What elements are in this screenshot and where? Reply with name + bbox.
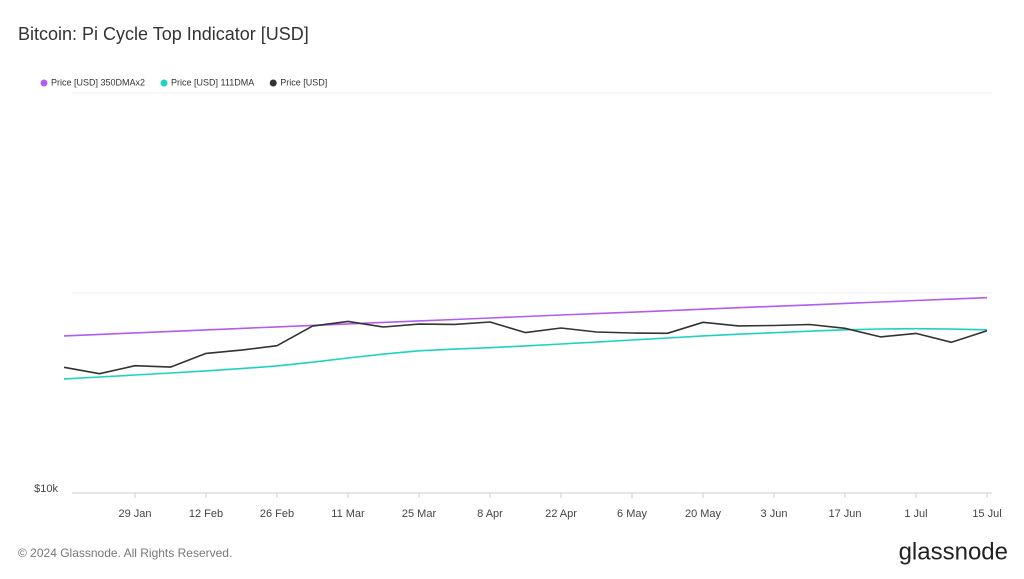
legend-label: Price [USD] 111DMA <box>171 77 254 87</box>
x-tick-label: 17 Jun <box>828 508 861 520</box>
x-tick-label: 11 Mar <box>331 508 365 520</box>
x-tick-label: 20 May <box>685 508 722 520</box>
x-tick-label: 6 May <box>617 508 647 520</box>
chart-title: Bitcoin: Pi Cycle Top Indicator [USD] <box>18 24 309 44</box>
line-series <box>63 327 988 380</box>
legend-marker <box>160 79 168 87</box>
y-tick-label: $10k <box>34 483 58 495</box>
x-tick-label: 15 Jul <box>972 508 1001 520</box>
copyright: © 2024 Glassnode. All Rights Reserved. <box>18 546 232 560</box>
x-tick-label: 26 Feb <box>260 508 294 520</box>
x-tick-label: 1 Jul <box>904 508 927 520</box>
x-tick-label: 25 Mar <box>402 508 437 520</box>
legend-label: Price [USD] <box>280 77 327 87</box>
x-tick-label: 8 Apr <box>477 508 503 520</box>
x-tick-label: 3 Jun <box>761 508 788 520</box>
brand-logo: glassnode <box>899 538 1008 565</box>
line-series <box>63 296 988 337</box>
x-tick-label: 22 Apr <box>545 508 577 520</box>
line-series <box>63 320 988 375</box>
x-tick-label: 12 Feb <box>189 508 223 520</box>
legend-marker <box>269 79 277 87</box>
legend-label: Price [USD] 350DMAx2 <box>51 77 145 87</box>
legend-marker <box>40 79 48 87</box>
x-tick-label: 29 Jan <box>118 508 151 520</box>
